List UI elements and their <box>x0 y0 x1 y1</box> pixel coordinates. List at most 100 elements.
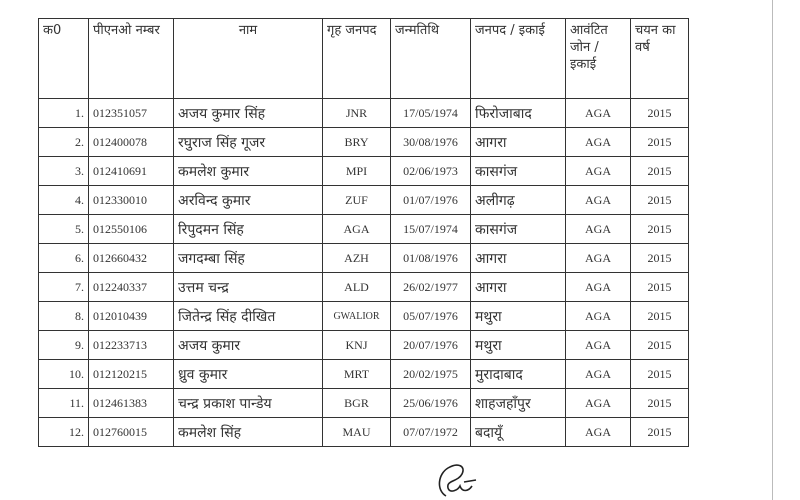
home-district-cell: BRY <box>322 127 391 157</box>
district-unit-cell: आगरा <box>470 272 566 302</box>
selection-year-cell: 2015 <box>630 156 689 186</box>
dob-cell: 07/07/1972 <box>390 417 471 447</box>
selection-year-cell: 2015 <box>630 98 689 128</box>
serial-cell: 7. <box>38 272 89 302</box>
header-dob: जन्मतिथि <box>390 18 471 99</box>
table-row: 11. 012461383 चन्द्र प्रकाश पान्डेय BGR 25/0… <box>38 388 689 418</box>
district-unit-cell: बदायूँ <box>470 417 566 447</box>
home-district-cell: MAU <box>322 417 391 447</box>
pno-cell: 012400078 <box>88 127 174 157</box>
dob-cell: 20/07/1976 <box>390 330 471 360</box>
selection-year-cell: 2015 <box>630 214 689 244</box>
table-row: 7. 012240337 उत्तम चन्द्र ALD 26/02/1977 आगरा… <box>38 272 689 302</box>
allotted-zone-cell: AGA <box>565 98 631 128</box>
table-row: 8. 012010439 जितेन्द्र सिंह दीखित GWALIOR 05… <box>38 301 689 331</box>
serial-cell: 9. <box>38 330 89 360</box>
home-district-cell: BGR <box>322 388 391 418</box>
serial-cell: 11. <box>38 388 89 418</box>
pno-cell: 012010439 <box>88 301 174 331</box>
district-unit-cell: शाहजहाँपुर <box>470 388 566 418</box>
serial-cell: 8. <box>38 301 89 331</box>
home-district-cell: ZUF <box>322 185 391 215</box>
name-cell: उत्तम चन्द्र <box>173 272 323 302</box>
allotted-zone-cell: AGA <box>565 417 631 447</box>
allotted-zone-cell: AGA <box>565 127 631 157</box>
selection-year-cell: 2015 <box>630 417 689 447</box>
serial-cell: 1. <box>38 98 89 128</box>
home-district-cell: AGA <box>322 214 391 244</box>
name-cell: अजय कुमार सिंह <box>173 98 323 128</box>
name-cell: चन्द्र प्रकाश पान्डेय <box>173 388 323 418</box>
home-district-cell: ALD <box>322 272 391 302</box>
allotted-zone-cell: AGA <box>565 330 631 360</box>
selection-year-cell: 2015 <box>630 330 689 360</box>
selection-year-cell: 2015 <box>630 272 689 302</box>
header-district-unit: जनपद / इकाई <box>470 18 566 99</box>
pno-cell: 012351057 <box>88 98 174 128</box>
pno-cell: 012461383 <box>88 388 174 418</box>
table-row: 2. 012400078 रघुराज सिंह गूजर BRY 30/08/1976… <box>38 127 689 157</box>
dob-cell: 02/06/1973 <box>390 156 471 186</box>
selection-year-cell: 2015 <box>630 388 689 418</box>
name-cell: रघुराज सिंह गूजर <box>173 127 323 157</box>
table-row: 4. 012330010 अरविन्द कुमार ZUF 01/07/1976 अली… <box>38 185 689 215</box>
name-cell: कमलेश कुमार <box>173 156 323 186</box>
district-unit-cell: मुरादाबाद <box>470 359 566 389</box>
pno-cell: 012550106 <box>88 214 174 244</box>
home-district-cell: GWALIOR <box>322 301 391 331</box>
district-unit-cell: फिरोजाबाद <box>470 98 566 128</box>
header-selection-year: चयन का वर्ष <box>630 18 689 99</box>
serial-cell: 12. <box>38 417 89 447</box>
dob-cell: 30/08/1976 <box>390 127 471 157</box>
home-district-cell: KNJ <box>322 330 391 360</box>
district-unit-cell: मथुरा <box>470 330 566 360</box>
dob-cell: 01/07/1976 <box>390 185 471 215</box>
pno-cell: 012410691 <box>88 156 174 186</box>
allotted-zone-cell: AGA <box>565 272 631 302</box>
table-row: 5. 012550106 रिपुदमन सिंह AGA 15/07/1974 कासग… <box>38 214 689 244</box>
selection-year-cell: 2015 <box>630 127 689 157</box>
allotted-zone-cell: AGA <box>565 185 631 215</box>
serial-cell: 4. <box>38 185 89 215</box>
pno-cell: 012233713 <box>88 330 174 360</box>
name-cell: अजय कुमार <box>173 330 323 360</box>
serial-cell: 10. <box>38 359 89 389</box>
page-edge <box>772 0 773 500</box>
table-row: 6. 012660432 जगदम्बा सिंह AZH 01/08/1976 आगरा… <box>38 243 689 273</box>
name-cell: जितेन्द्र सिंह दीखित <box>173 301 323 331</box>
header-home-district: गृह जनपद <box>322 18 391 99</box>
header-allotted-zone: आवंटित जोन / इकाई <box>565 18 631 99</box>
home-district-cell: MRT <box>322 359 391 389</box>
pno-cell: 012330010 <box>88 185 174 215</box>
district-unit-cell: अलीगढ़ <box>470 185 566 215</box>
serial-cell: 3. <box>38 156 89 186</box>
home-district-cell: MPI <box>322 156 391 186</box>
allotted-zone-cell: AGA <box>565 214 631 244</box>
home-district-cell: JNR <box>322 98 391 128</box>
header-name: नाम <box>173 18 323 99</box>
pno-cell: 012120215 <box>88 359 174 389</box>
serial-cell: 6. <box>38 243 89 273</box>
pno-cell: 012240337 <box>88 272 174 302</box>
selection-year-cell: 2015 <box>630 243 689 273</box>
table-row: 9. 012233713 अजय कुमार KNJ 20/07/1976 मथुरा AG… <box>38 330 689 360</box>
selection-year-cell: 2015 <box>630 185 689 215</box>
dob-cell: 25/06/1976 <box>390 388 471 418</box>
selection-year-cell: 2015 <box>630 301 689 331</box>
table-row: 12. 012760015 कमलेश सिंह MAU 07/07/1972 बदायू… <box>38 417 689 447</box>
dob-cell: 01/08/1976 <box>390 243 471 273</box>
serial-cell: 2. <box>38 127 89 157</box>
signature <box>438 464 477 497</box>
dob-cell: 15/07/1974 <box>390 214 471 244</box>
allotted-zone-cell: AGA <box>565 359 631 389</box>
header-serial: क0 <box>38 18 89 99</box>
name-cell: रिपुदमन सिंह <box>173 214 323 244</box>
selection-year-cell: 2015 <box>630 359 689 389</box>
pno-cell: 012660432 <box>88 243 174 273</box>
district-unit-cell: आगरा <box>470 127 566 157</box>
dob-cell: 26/02/1977 <box>390 272 471 302</box>
name-cell: ध्रुव कुमार <box>173 359 323 389</box>
dob-cell: 05/07/1976 <box>390 301 471 331</box>
header-pno: पीएनओ नम्बर <box>88 18 174 99</box>
district-unit-cell: कासगंज <box>470 214 566 244</box>
